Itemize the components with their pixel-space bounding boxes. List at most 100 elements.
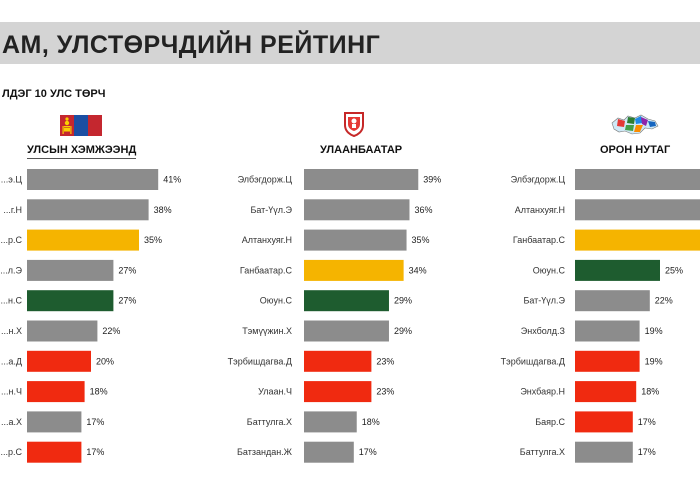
category-label: Элбэгдорж.Ц bbox=[238, 175, 293, 185]
category-label: Энхбаяр.Н bbox=[520, 387, 565, 397]
value-label: 17% bbox=[359, 447, 377, 457]
bar bbox=[575, 199, 700, 221]
bar bbox=[304, 229, 407, 251]
value-label: 19% bbox=[645, 356, 663, 366]
bar bbox=[27, 411, 82, 433]
value-label: 23% bbox=[376, 387, 394, 397]
category-label: ...р.С bbox=[0, 447, 22, 457]
bar bbox=[575, 350, 640, 372]
bar bbox=[575, 441, 633, 463]
category-label: ...н.Х bbox=[1, 326, 22, 336]
value-label: 34% bbox=[409, 265, 427, 275]
bar bbox=[304, 320, 389, 342]
bar bbox=[575, 320, 640, 342]
category-label: Баттулга.Х bbox=[247, 417, 292, 427]
chart-panel-2: Элбэгдорж.Ц 39% Бат-Үүл.Э 36% Алтанхуяг.Н 35%… bbox=[228, 169, 441, 463]
bar bbox=[27, 229, 139, 251]
bar bbox=[27, 320, 98, 342]
page-subtitle: ЛДЭГ 10 УЛС ТӨРЧ bbox=[2, 88, 106, 100]
value-label: 19% bbox=[645, 326, 663, 336]
bar bbox=[304, 290, 389, 312]
category-label: ...г.Н bbox=[3, 205, 22, 215]
value-label: 27% bbox=[118, 296, 136, 306]
bar bbox=[575, 411, 633, 433]
value-label: 17% bbox=[86, 417, 104, 427]
value-label: 27% bbox=[118, 265, 136, 275]
category-label: Тэмүүжин.Х bbox=[242, 326, 292, 336]
value-label: 39% bbox=[423, 175, 441, 185]
bar bbox=[304, 259, 404, 281]
category-label: Энхболд.З bbox=[521, 326, 565, 336]
category-label: ...а.Х bbox=[1, 417, 22, 427]
value-label: 17% bbox=[638, 417, 656, 427]
bar bbox=[304, 169, 419, 190]
category-label: ...а.Д bbox=[1, 356, 22, 366]
mongolia-map-icon bbox=[611, 114, 659, 135]
category-label: ...э.Ц bbox=[1, 175, 23, 185]
value-label: 25% bbox=[665, 265, 683, 275]
chart-panel-3: Элбэгдорж.Ц Алтанхуяг.Н Ганбаатар.С Оюун.С 2… bbox=[501, 169, 700, 463]
category-label: Улаан.Ч bbox=[258, 387, 292, 397]
bar bbox=[304, 199, 410, 221]
value-label: 18% bbox=[641, 387, 659, 397]
bar bbox=[304, 381, 372, 403]
bar bbox=[27, 350, 91, 372]
bar bbox=[304, 350, 372, 372]
value-label: 29% bbox=[394, 296, 412, 306]
value-label: 41% bbox=[163, 175, 181, 185]
category-label: Оюун.С bbox=[533, 265, 566, 275]
value-label: 29% bbox=[394, 326, 412, 336]
category-label: Алтанхуяг.Н bbox=[242, 235, 292, 245]
bar bbox=[27, 199, 149, 221]
category-label: Бат-Үүл.Э bbox=[250, 205, 292, 215]
value-label: 35% bbox=[412, 235, 430, 245]
value-label: 20% bbox=[96, 356, 114, 366]
mongolia-flag-icon bbox=[60, 115, 102, 136]
title-banner bbox=[0, 22, 700, 64]
category-label: Ганбаатар.С bbox=[240, 265, 293, 275]
bar bbox=[27, 441, 82, 463]
category-label: ...р.С bbox=[0, 235, 22, 245]
bar bbox=[27, 259, 114, 281]
bar bbox=[575, 381, 637, 403]
value-label: 38% bbox=[154, 205, 172, 215]
category-label: Баттулга.Х bbox=[520, 447, 565, 457]
category-label: Алтанхуяг.Н bbox=[515, 205, 565, 215]
bar bbox=[575, 169, 700, 190]
category-label: ...л.Э bbox=[0, 265, 22, 275]
value-label: 17% bbox=[638, 447, 656, 457]
bar bbox=[304, 411, 357, 433]
ulaanbaatar-emblem-icon bbox=[344, 112, 364, 137]
panel-title-ulaanbaatar: УЛААНБААТАР bbox=[320, 144, 403, 156]
bar bbox=[27, 381, 85, 403]
panel-title-national: УЛСЫН ХЭМЖЭЭНД bbox=[27, 144, 137, 159]
value-label: 36% bbox=[414, 205, 432, 215]
bar bbox=[27, 169, 159, 190]
category-label: ...н.Ч bbox=[1, 387, 22, 397]
value-label: 35% bbox=[144, 235, 162, 245]
category-label: Оюун.С bbox=[260, 296, 293, 306]
bar bbox=[304, 441, 354, 463]
category-label: Элбэгдорж.Ц bbox=[511, 175, 566, 185]
value-label: 22% bbox=[102, 326, 120, 336]
panel-title-rural: ОРОН НУТАГ bbox=[600, 144, 671, 156]
value-label: 23% bbox=[376, 356, 394, 366]
page-title: АМ, УЛСТӨРЧДИЙН РЕЙТИНГ bbox=[2, 31, 381, 59]
chart-panel-1: ...э.Ц 41% ...г.Н 38% ...р.С 35% ...л.Э 27% ...н… bbox=[0, 169, 181, 463]
category-label: Тэрбишдагва.Д bbox=[228, 356, 292, 366]
category-label: Тэрбишдагва.Д bbox=[501, 356, 565, 366]
category-label: Ганбаатар.С bbox=[513, 235, 566, 245]
category-label: Баяр.С bbox=[535, 417, 565, 427]
value-label: 18% bbox=[90, 387, 108, 397]
bar bbox=[27, 290, 114, 312]
category-label: Батзандан.Ж bbox=[237, 447, 293, 457]
value-label: 22% bbox=[655, 296, 673, 306]
bar bbox=[575, 259, 660, 281]
bar bbox=[575, 229, 700, 251]
value-label: 18% bbox=[362, 417, 380, 427]
category-label: ...н.С bbox=[1, 296, 23, 306]
value-label: 17% bbox=[86, 447, 104, 457]
bar bbox=[575, 290, 650, 312]
category-label: Бат-Үүл.Э bbox=[523, 296, 565, 306]
